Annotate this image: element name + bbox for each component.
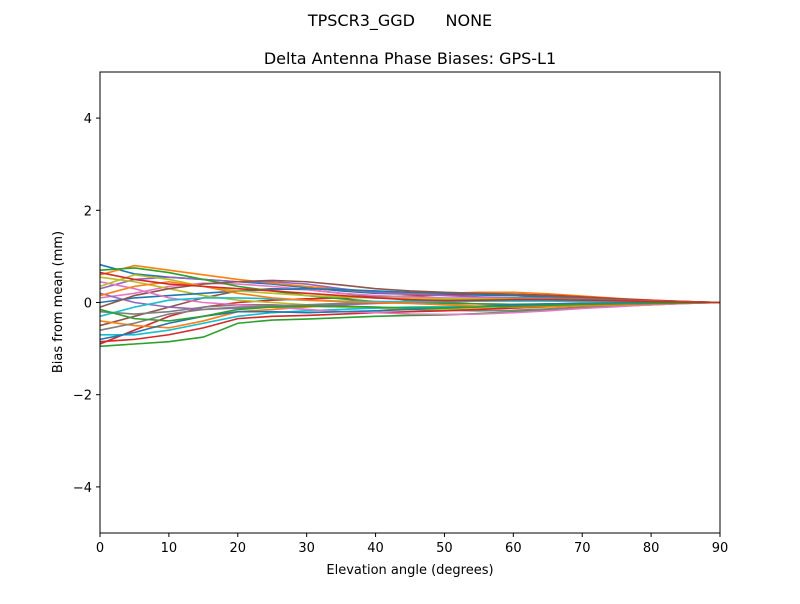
y-tick-label: −2	[73, 389, 92, 404]
series-line	[99, 280, 721, 316]
series-line	[99, 279, 721, 308]
chart-title: Delta Antenna Phase Biases: GPS-L1	[264, 49, 556, 68]
x-tick-label: 40	[367, 541, 384, 556]
y-tick-label: 2	[84, 204, 92, 219]
series-line	[99, 297, 720, 318]
x-tick-label: 10	[161, 541, 178, 556]
plot-frame	[99, 71, 721, 534]
y-tick-label: 4	[84, 112, 92, 127]
axis-ticks: 0 10 20 30 40 50 60 70 80 90 −4 −2 0 2 4	[73, 112, 728, 556]
y-tick-label: −4	[73, 481, 92, 496]
x-tick-label: 90	[712, 541, 729, 556]
x-tick-label: 60	[505, 541, 522, 556]
x-tick-label: 50	[436, 541, 453, 556]
x-tick-label: 30	[298, 541, 315, 556]
x-axis-label: Elevation angle (degrees)	[326, 563, 493, 578]
series-lines	[99, 263, 721, 348]
x-tick-label: 20	[230, 541, 247, 556]
series-line	[99, 301, 721, 322]
y-tick-label: 0	[84, 297, 92, 312]
x-tick-label: 0	[96, 541, 104, 556]
figure-suptitle: TPSCR3_GGD NONE	[307, 11, 492, 31]
y-axis-label: Bias from mean (mm)	[51, 231, 66, 373]
x-tick-label: 70	[574, 541, 591, 556]
series-line	[99, 271, 721, 304]
x-tick-label: 80	[643, 541, 660, 556]
